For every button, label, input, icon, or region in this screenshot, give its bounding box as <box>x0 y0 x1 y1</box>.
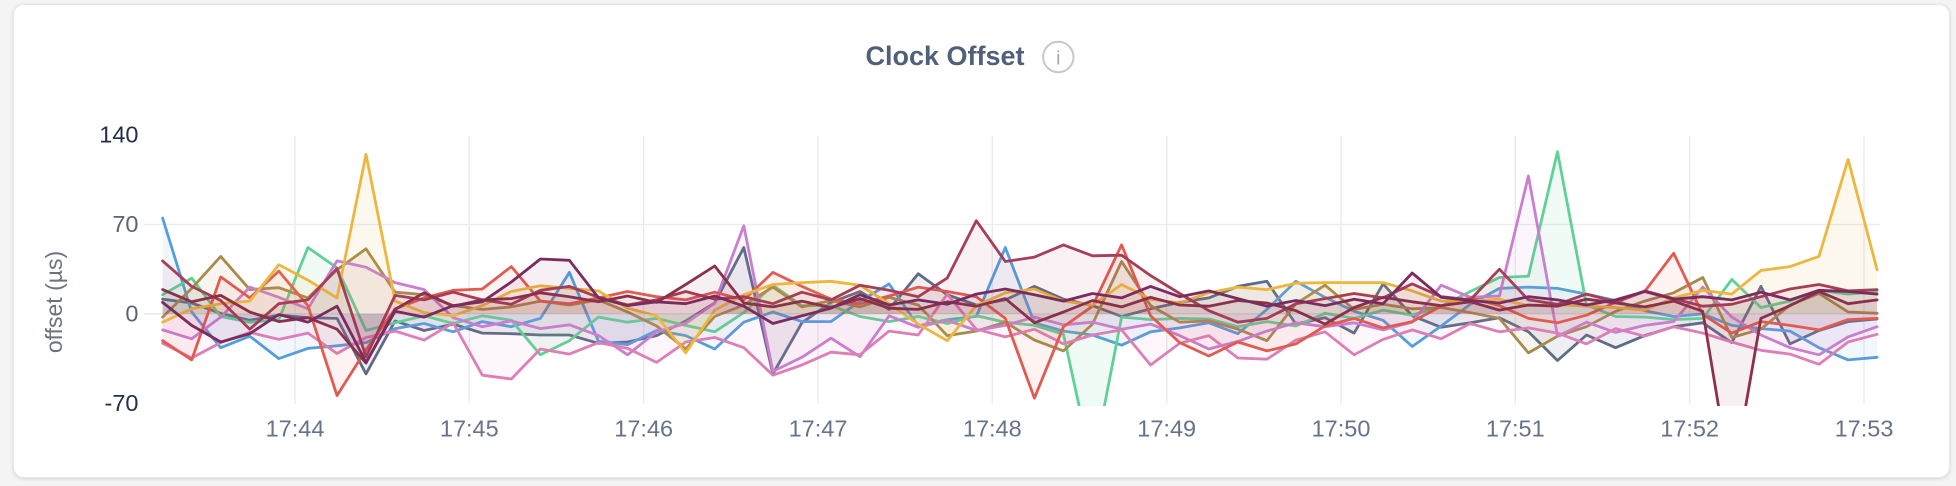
svg-text:offset (µs): offset (µs) <box>41 251 67 353</box>
svg-text:-70: -70 <box>105 390 139 416</box>
svg-text:17:53: 17:53 <box>1835 416 1894 442</box>
svg-text:17:44: 17:44 <box>266 416 325 442</box>
svg-text:17:48: 17:48 <box>963 416 1022 442</box>
svg-text:140: 140 <box>99 122 138 148</box>
svg-text:17:50: 17:50 <box>1312 416 1371 442</box>
svg-text:Clock Offset: Clock Offset <box>865 41 1024 71</box>
svg-text:17:51: 17:51 <box>1486 416 1545 442</box>
svg-text:17:52: 17:52 <box>1660 416 1719 442</box>
svg-text:17:49: 17:49 <box>1137 416 1196 442</box>
svg-text:i: i <box>1056 48 1060 70</box>
svg-text:17:45: 17:45 <box>440 416 499 442</box>
svg-text:17:46: 17:46 <box>614 416 673 442</box>
svg-text:17:47: 17:47 <box>789 416 848 442</box>
svg-text:0: 0 <box>125 300 138 326</box>
svg-text:70: 70 <box>112 211 138 237</box>
